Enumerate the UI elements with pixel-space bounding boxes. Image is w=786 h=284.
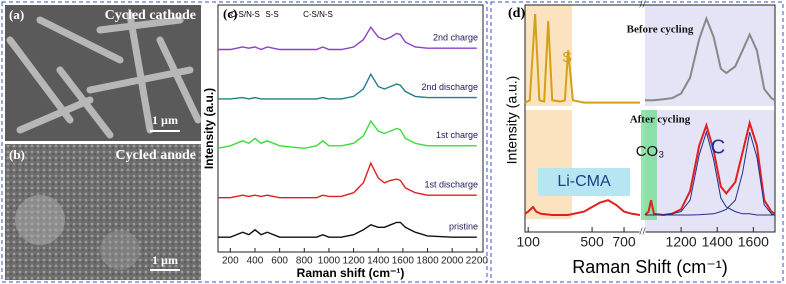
spectrum: [218, 161, 477, 199]
frame-right: [490, 1, 784, 283]
plot-frame: [524, 4, 776, 233]
series-label: 2nd charge: [433, 33, 478, 43]
co3-region: [641, 110, 657, 220]
frame-left: [1, 1, 488, 283]
x-tick-label: 700: [612, 234, 636, 250]
x-tick-label: 1400: [702, 234, 733, 250]
x-tick-label: 100: [517, 234, 541, 250]
annotation: C: [711, 136, 725, 158]
x-tick-label: 1600: [392, 256, 415, 267]
spectrum: [218, 25, 477, 51]
caption: Cycled cathode: [105, 8, 196, 23]
x-tick-label: 200: [222, 256, 239, 267]
panel-label: (b): [9, 147, 25, 162]
panel-label: (d): [508, 6, 525, 21]
series-label: 2nd discharge: [421, 82, 478, 92]
spectrum: [524, 199, 641, 216]
y-axis-label: Intensity (a.u.): [504, 76, 520, 165]
spectrum: [218, 221, 477, 238]
x-tick-label: 2000: [441, 256, 464, 267]
plot-frame: [217, 4, 484, 253]
scale-bar: 1 µm: [152, 113, 178, 127]
annotation: CO₃: [636, 143, 665, 160]
x-axis-label: Raman shift (cm⁻¹): [297, 266, 405, 280]
li-cma-box: [538, 168, 630, 196]
series-label: 1st charge: [436, 130, 478, 140]
sem-a: (a) Cycled cathode 1 µm: [5, 5, 202, 141]
peak-label: S-S: [265, 10, 278, 19]
x-tick-label: 1200: [342, 256, 365, 267]
panel-label: (a): [9, 7, 24, 22]
x-tick-label: 1200: [666, 234, 697, 250]
annotation: Li-CMA: [557, 173, 611, 190]
caption: Cycled anode: [116, 148, 197, 163]
annotation: After cycling: [630, 114, 691, 126]
spectrum: [217, 119, 477, 150]
axis-break-mark: //: [639, 226, 646, 238]
x-tick-label: 1400: [367, 256, 390, 267]
axis-break: [639, 228, 646, 236]
x-tick-label: 1800: [416, 256, 439, 267]
x-tick-label: 2200: [466, 256, 489, 267]
x-tick-label: 400: [247, 256, 264, 267]
annotation: S: [562, 49, 572, 66]
peak-label: C-S/N-S: [303, 10, 333, 19]
sem-b: (b) Cycled anode 1 µm: [5, 144, 201, 280]
spectrum: [645, 131, 776, 216]
x-tick-label: 800: [296, 256, 313, 267]
spectrum: [524, 14, 640, 104]
peak-label: C-S/N-S: [230, 10, 260, 19]
series-label: 1st discharge: [424, 180, 478, 190]
x-tick-label: 500: [580, 234, 604, 250]
panel-label: (c): [223, 6, 237, 21]
series-label: pristine: [449, 222, 478, 232]
divider: [525, 106, 775, 110]
spectrum: [218, 72, 477, 100]
annotation: Before cycling: [627, 24, 694, 36]
x-tick-label: 600: [271, 256, 288, 267]
spectrum: [644, 119, 776, 217]
y-axis-label: Intensity (a.u.): [202, 88, 216, 169]
x-axis-label: Raman Shift (cm⁻¹): [572, 257, 728, 277]
axis-break-mark: //: [639, 0, 646, 11]
spectrum: [645, 15, 776, 102]
x-tick-label: 1000: [318, 256, 341, 267]
x-tick-label: 1600: [738, 234, 769, 250]
scale-bar: 1 µm: [152, 253, 178, 267]
